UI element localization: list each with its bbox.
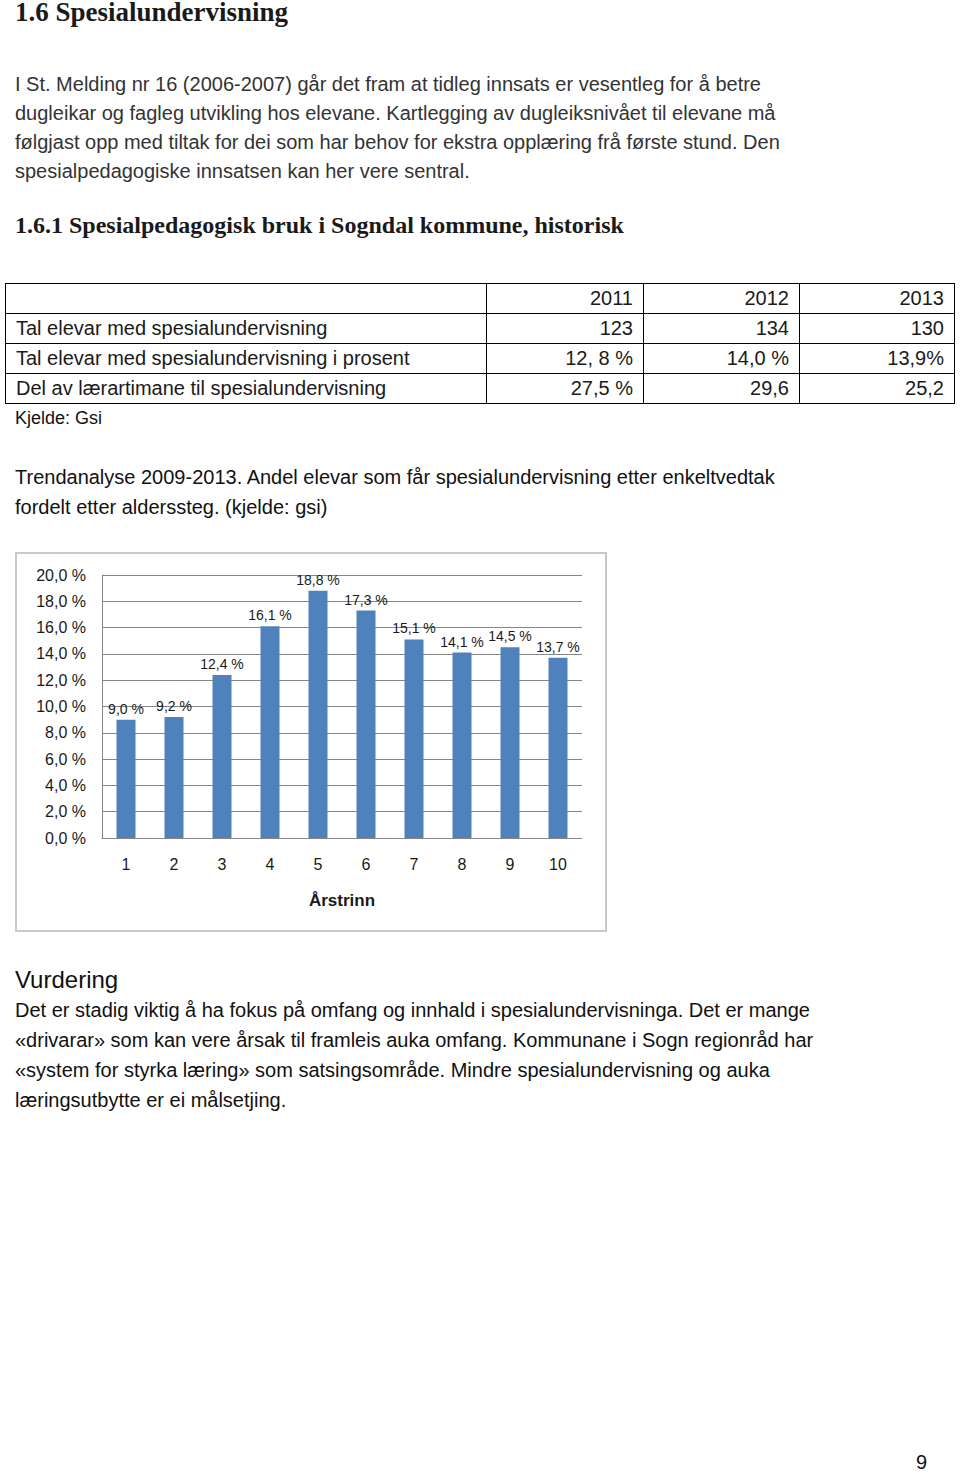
svg-text:2: 2: [170, 856, 179, 873]
html-text:13,9%: 13,9%: [887, 347, 944, 369]
svg-text:8: 8: [458, 856, 467, 873]
svg-text:3: 3: [218, 856, 227, 873]
svg-text:14,0 %: 14,0 %: [36, 645, 86, 662]
svg-text:9,2 %: 9,2 %: [156, 698, 192, 714]
html-text:«system for styrka læring» som: «system for styrka læring» som satsingso…: [15, 1059, 770, 1081]
svg-text:17,3 %: 17,3 %: [344, 592, 388, 608]
html-text:2011: 2011: [590, 287, 633, 309]
svg-text:16,1 %: 16,1 %: [248, 607, 292, 623]
svg-text:6,0 %: 6,0 %: [45, 751, 86, 768]
svg-text:14,5 %: 14,5 %: [488, 628, 532, 644]
html-text:Tal elevar med spesialundervis: Tal elevar med spesialundervisning i pro…: [16, 347, 410, 369]
html-text:12, 8 %: 12, 8 %: [565, 347, 633, 369]
svg-text:12,0 %: 12,0 %: [36, 672, 86, 689]
html-text:27,5 %: 27,5 %: [570, 377, 633, 399]
html-text:følgjast opp med tiltak for de: følgjast opp med tiltak for dei som har …: [15, 131, 780, 153]
svg-text:9: 9: [506, 856, 515, 873]
html-text:14,0 %: 14,0 %: [726, 347, 789, 369]
svg-text:2,0 %: 2,0 %: [45, 803, 86, 820]
svg-text:18,0 %: 18,0 %: [36, 593, 86, 610]
html-text:«drivarar» som kan vere årsak: «drivarar» som kan vere årsak til framle…: [15, 1029, 814, 1051]
svg-text:1: 1: [122, 856, 131, 873]
svg-text:20,0 %: 20,0 %: [36, 567, 86, 584]
html-text:9: 9: [916, 1451, 928, 1473]
svg-text:10: 10: [549, 856, 567, 873]
html-text:134: 134: [755, 317, 789, 339]
html-text:Kjelde: Gsi: Kjelde: Gsi: [15, 408, 102, 428]
html-text:læringsutbytte er ei målsetjin: læringsutbytte er ei målsetjing.: [15, 1089, 287, 1111]
svg-text:15,1 %: 15,1 %: [392, 620, 436, 636]
html-text:25,2: 25,2: [905, 377, 944, 399]
svg-text:Årstrinn: Årstrinn: [309, 891, 375, 910]
svg-text:6: 6: [362, 856, 371, 873]
svg-text:13,7 %: 13,7 %: [536, 639, 580, 655]
html-text:Trendanalyse 2009-2013. Andel: Trendanalyse 2009-2013. Andel elevar som…: [15, 466, 775, 488]
html-text:123: 123: [599, 317, 633, 339]
html-text:130: 130: [910, 317, 944, 339]
svg-text:9,0 %: 9,0 %: [108, 701, 144, 717]
html-text:Del av lærartimane til spesial: Del av lærartimane til spesialundervisni…: [16, 377, 387, 399]
html-text:fordelt etter alderssteg. (kje: fordelt etter alderssteg. (kjelde: gsi): [15, 496, 328, 518]
html-text:2013: 2013: [899, 287, 944, 309]
html-text:Vurdering: Vurdering: [15, 966, 119, 993]
svg-text:16,0 %: 16,0 %: [36, 619, 86, 636]
html-text:Det er stadig viktig å ha foku: Det er stadig viktig å ha fokus på omfan…: [15, 999, 810, 1021]
html-text:2012: 2012: [744, 287, 789, 309]
svg-text:12,4 %: 12,4 %: [200, 656, 244, 672]
html-text:spesialpedagogiske innsatsen k: spesialpedagogiske innsatsen kan her ver…: [15, 160, 470, 182]
svg-text:0,0 %: 0,0 %: [45, 830, 86, 847]
html-text:1.6.1 Spesialpedagogisk bruk i: 1.6.1 Spesialpedagogisk bruk i Sogndal k…: [15, 212, 624, 238]
html-text:29,6: 29,6: [750, 377, 789, 399]
svg-text:4: 4: [266, 856, 275, 873]
svg-text:10,0 %: 10,0 %: [36, 698, 86, 715]
svg-text:8,0 %: 8,0 %: [45, 724, 86, 741]
svg-text:5: 5: [314, 856, 323, 873]
html-text:dugleikar og fagleg utvikling: dugleikar og fagleg utvikling hos elevan…: [15, 102, 776, 124]
html-text:Tal elevar med spesialundervis: Tal elevar med spesialundervisning: [16, 317, 328, 339]
svg-text:4,0 %: 4,0 %: [45, 777, 86, 794]
svg-text:18,8 %: 18,8 %: [296, 572, 340, 588]
html-text:I St. Melding nr 16 (2006-2007: I St. Melding nr 16 (2006-2007) går det …: [15, 73, 761, 95]
svg-text:7: 7: [410, 856, 419, 873]
svg-text:14,1 %: 14,1 %: [440, 634, 484, 650]
